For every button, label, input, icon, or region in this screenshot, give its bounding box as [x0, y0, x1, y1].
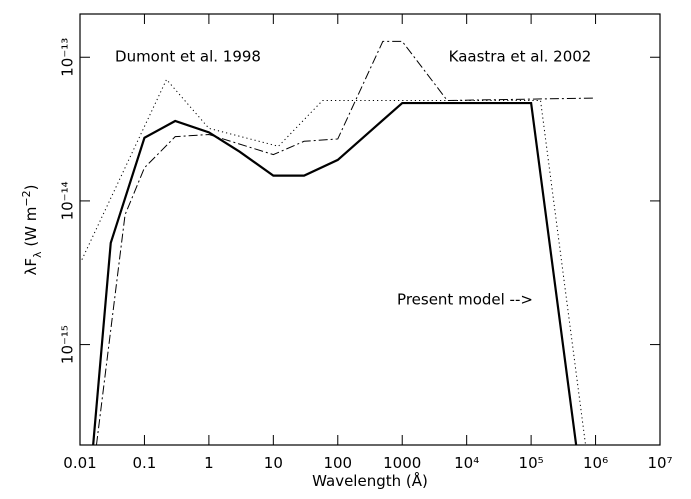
x-axis-label: Wavelength (Å) — [312, 471, 428, 490]
y-label-part: λF — [22, 258, 40, 276]
x-tick-label: 0.01 — [63, 454, 96, 472]
y-tick-label: 10⁻¹⁵ — [59, 325, 77, 364]
x-tick-label: 0.1 — [133, 454, 157, 472]
y-label-part: −2 — [20, 190, 33, 206]
y-label-part: λ — [31, 251, 44, 258]
y-tick-label: 10⁻¹³ — [59, 38, 77, 77]
y-label-part: (W m — [22, 207, 40, 252]
y-tick-label: 10⁻¹⁴ — [59, 181, 77, 220]
x-tick-label: 10⁷ — [647, 454, 672, 472]
x-tick-label: 10 — [264, 454, 283, 472]
series-line — [92, 101, 578, 445]
y-label-part: ) — [22, 185, 40, 191]
series-line — [81, 78, 587, 445]
x-tick-label: 10⁵ — [519, 454, 544, 472]
x-tick-label: 100 — [323, 454, 352, 472]
y-axis-label: λFλ (W m−2) — [20, 185, 44, 276]
x-tick-label: 10⁴ — [454, 454, 479, 472]
annotation: Present model --> — [397, 291, 533, 309]
x-tick-label: 1 — [204, 454, 214, 472]
x-tick-label: 1000 — [383, 454, 421, 472]
x-tick-label: 10⁶ — [583, 454, 608, 472]
plot-frame — [79, 13, 661, 446]
annotation: Kaastra et al. 2002 — [449, 48, 592, 66]
annotation: Dumont et al. 1998 — [115, 48, 261, 66]
series-line — [95, 40, 596, 445]
